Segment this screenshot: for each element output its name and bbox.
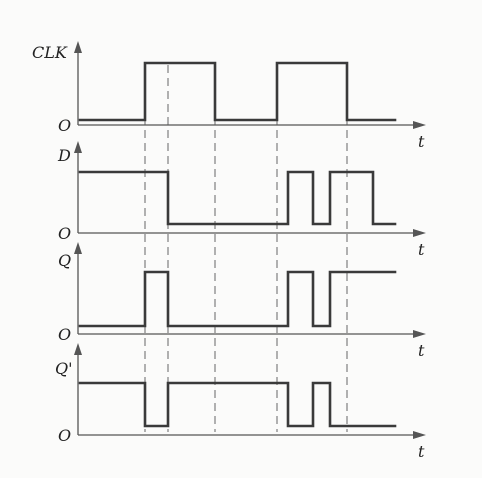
d-t-label: t — [418, 240, 425, 259]
q-bar-waveform — [78, 381, 397, 428]
q-t-label: t — [418, 341, 425, 360]
d-origin-label: O — [58, 224, 71, 243]
clk-t-arrow — [413, 121, 426, 129]
clk-t-label: t — [418, 132, 425, 151]
q-bar-origin-label: O — [58, 426, 71, 445]
clk-label: CLK — [32, 43, 68, 62]
d-t-arrow — [413, 229, 426, 237]
q-y-arrow — [74, 242, 82, 254]
q-origin-label: O — [58, 325, 71, 344]
d-label: D — [57, 146, 71, 165]
d-y-arrow — [74, 141, 82, 153]
clk-y-arrow — [74, 41, 82, 53]
q-waveform — [78, 270, 397, 328]
d-waveform — [78, 170, 397, 226]
q-bar-t-arrow — [413, 431, 426, 439]
q-bar-t-label: t — [418, 442, 425, 461]
clk-waveform — [78, 61, 397, 122]
q-label: Q — [58, 251, 71, 270]
clk-origin-label: O — [58, 116, 71, 135]
q-bar-y-arrow — [74, 343, 82, 355]
q-t-arrow — [413, 330, 426, 338]
q-bar-label: Q' — [55, 359, 73, 378]
